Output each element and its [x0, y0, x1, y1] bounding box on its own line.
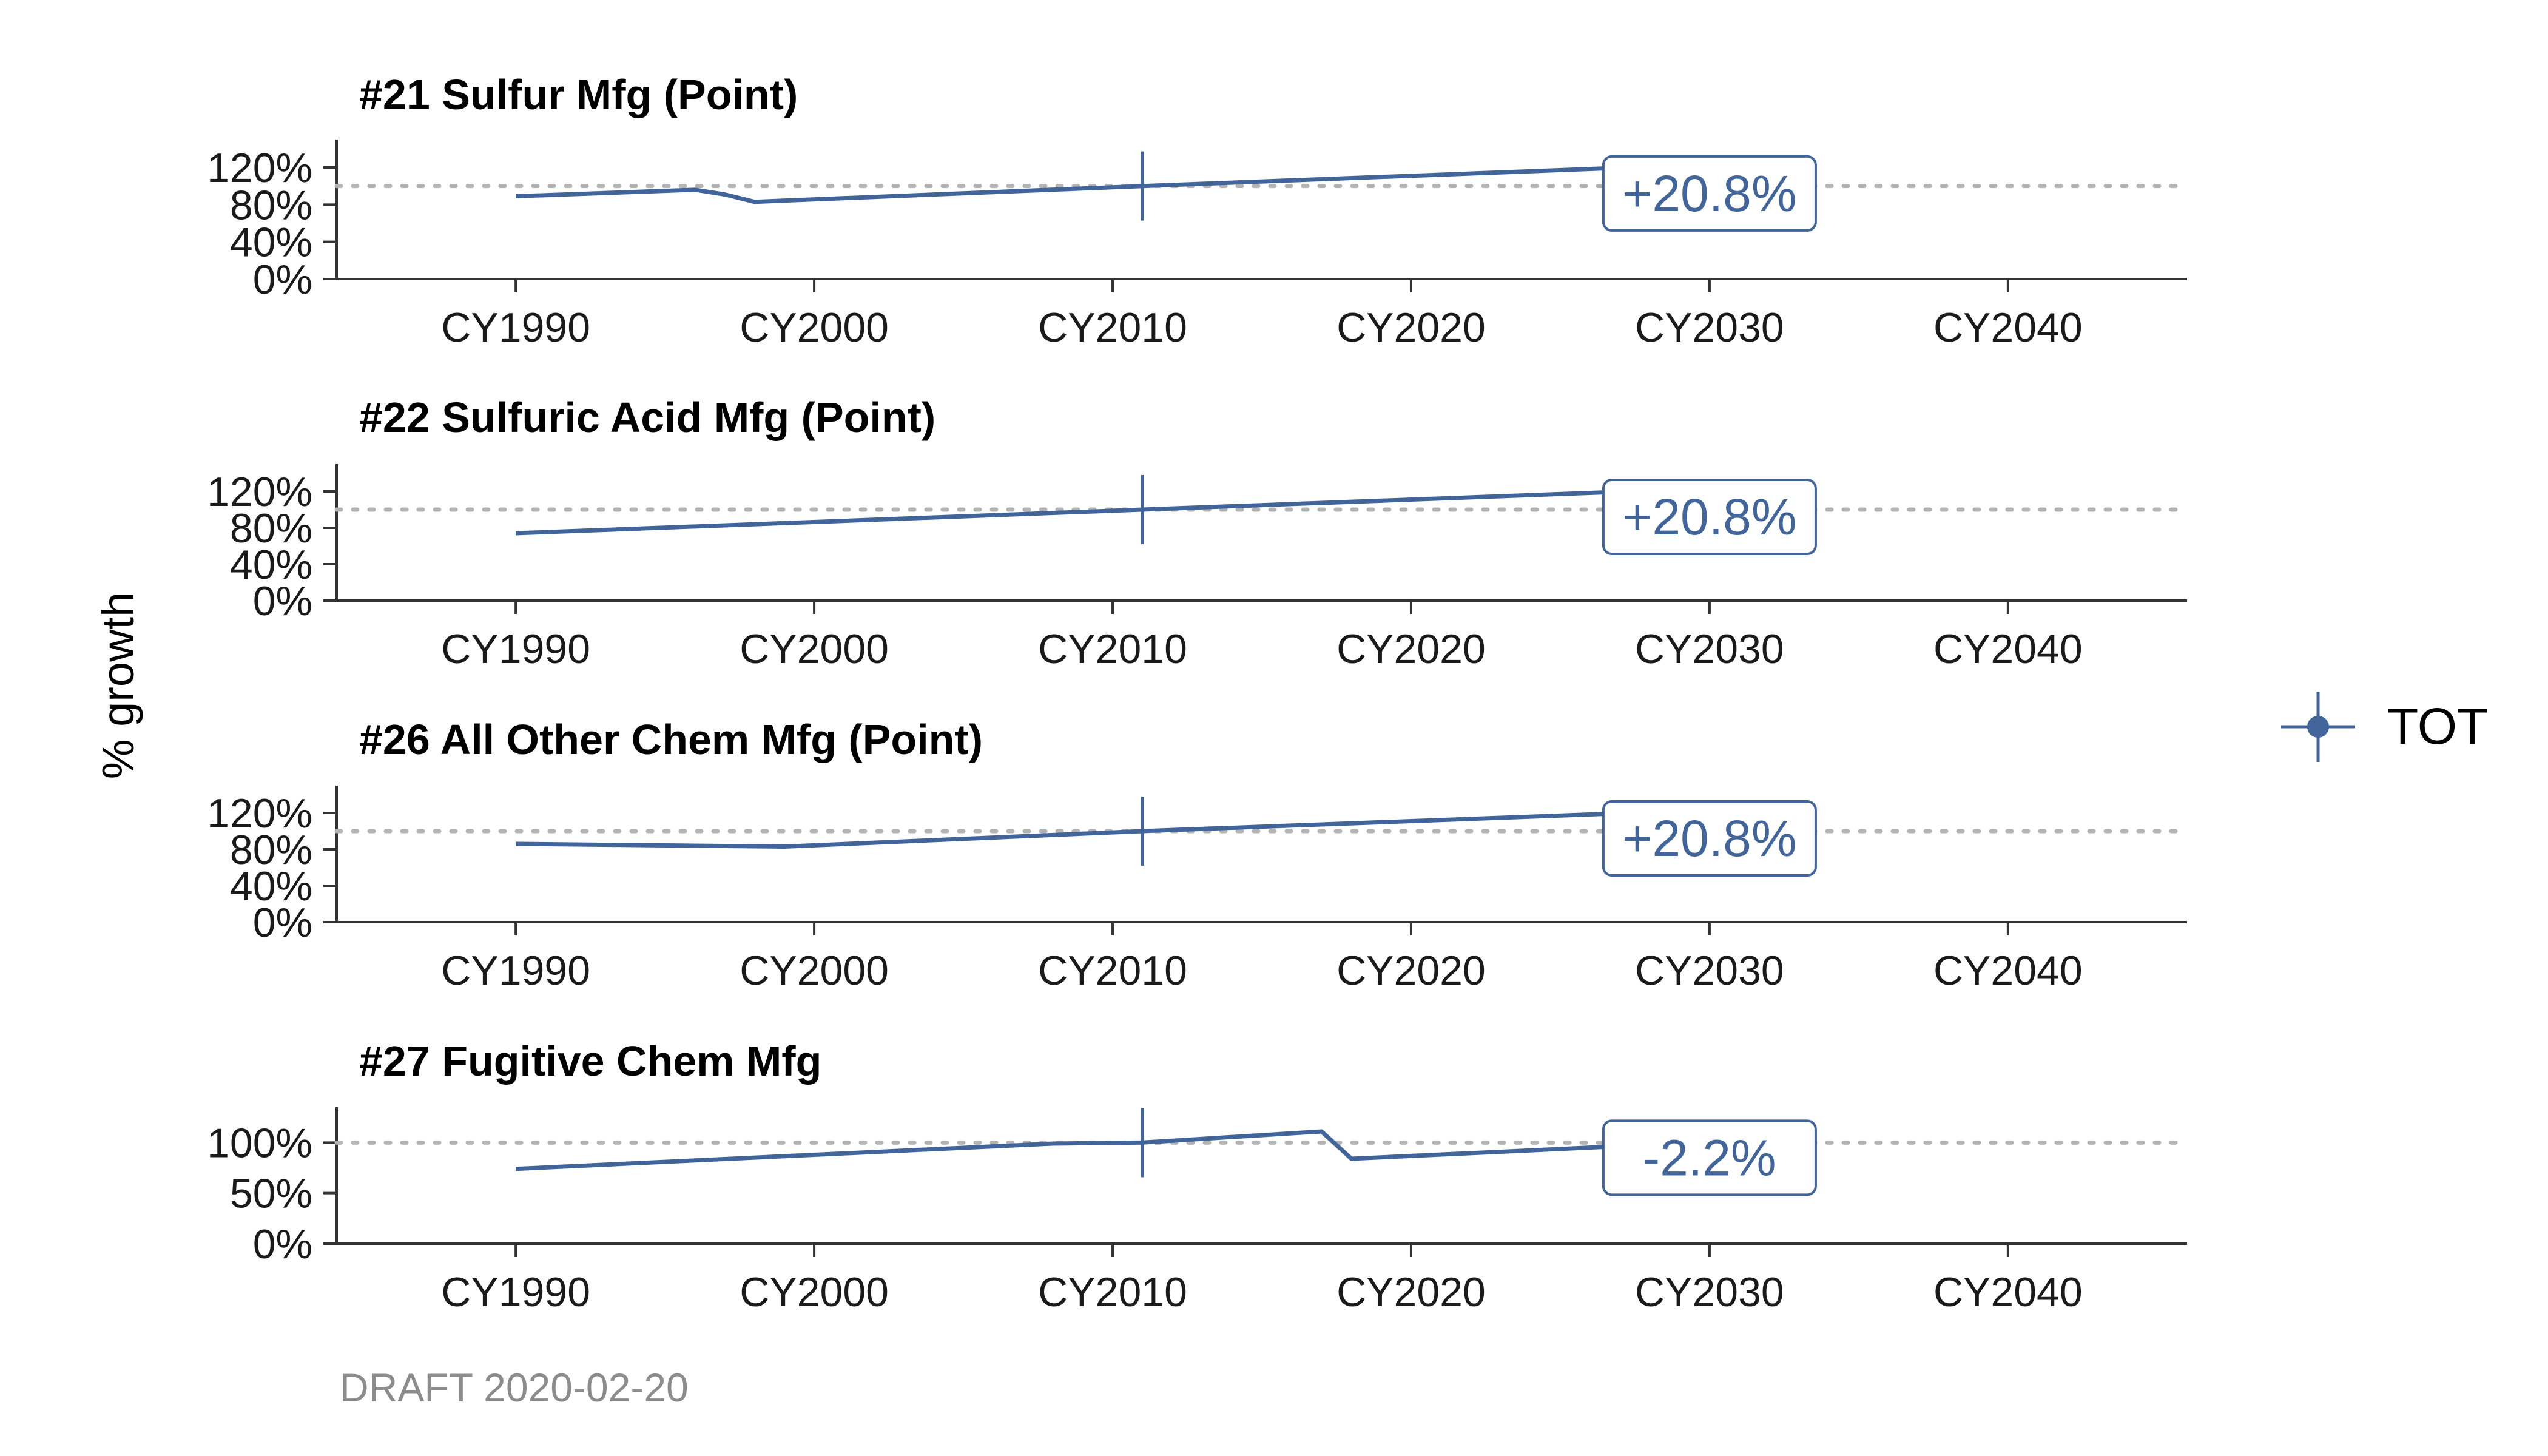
x-tick-label: CY1990 [441, 948, 590, 994]
x-tick-label: CY2030 [1635, 305, 1784, 351]
x-tick-label: CY2010 [1038, 1269, 1187, 1315]
x-tick-label: CY2020 [1336, 305, 1486, 351]
chart-panel: #27 Fugitive Chem Mfg 0%50% 100% CY1990 CY20… [207, 1037, 2189, 1315]
x-tick-label: CY2040 [1933, 626, 2083, 672]
y-tick-label: 40% [230, 542, 312, 588]
x-tick-label: CY1990 [441, 305, 590, 351]
chart-panel: #21 Sulfur Mfg (Point) 0%40%80%120% CY1990… [207, 71, 2189, 351]
panel-title: #27 Fugitive Chem Mfg [359, 1037, 821, 1085]
growth-label-box [1602, 800, 1817, 877]
x-tick-label: CY2040 [1933, 948, 2083, 994]
x-tick-label: CY2000 [740, 626, 889, 672]
x-tick-label: CY2020 [1336, 626, 1486, 672]
y-tick-label: 40% [230, 863, 312, 909]
y-tick-label: 80% [230, 827, 312, 873]
y-tick-label: 80% [230, 505, 312, 551]
y-tick-label: 120% [207, 469, 312, 515]
y-tick-label: 0% [253, 900, 312, 946]
series-line-tot [516, 810, 1650, 849]
y-tick-label: 50% [230, 1171, 312, 1217]
legend-point-icon [2307, 716, 2329, 738]
x-tick-label: CY2010 [1038, 305, 1187, 351]
chart-panels: #21 Sulfur Mfg (Point)0%40%80%120%CY1990… [207, 71, 2189, 1315]
draft-caption: DRAFT 2020-02-20 [340, 1365, 689, 1410]
x-tick-label: CY2030 [1635, 1269, 1784, 1315]
y-axis-label: % growth [93, 592, 143, 779]
x-tick-label: CY2020 [1336, 948, 1486, 994]
series-line-tot [516, 1129, 1650, 1171]
chart-panel: #26 All Other Chem Mfg (Point) 0%40%80%12… [207, 716, 2189, 994]
panel-title: #22 Sulfuric Acid Mfg (Point) [359, 394, 935, 441]
growth-label-text: +20.8% [1622, 488, 1796, 545]
legend-label: TOT [2387, 698, 2488, 755]
x-tick-label: CY2040 [1933, 1269, 2083, 1315]
x-tick-label: CY2040 [1933, 305, 2083, 351]
x-tick-label: CY2000 [740, 305, 889, 351]
growth-label-text: -2.2% [1643, 1129, 1776, 1186]
x-tick-label: CY2020 [1336, 1269, 1486, 1315]
y-tick-label: 80% [230, 182, 312, 228]
panel-title: #21 Sulfur Mfg (Point) [359, 71, 798, 118]
growth-label-text: +20.8% [1622, 810, 1796, 867]
x-tick-label: CY2030 [1635, 626, 1784, 672]
growth-label-box [1602, 479, 1817, 555]
legend: TOT [2281, 692, 2488, 762]
y-tick-label: 120% [207, 790, 312, 837]
x-tick-label: CY2000 [740, 1269, 889, 1315]
series-line-tot [516, 164, 1650, 204]
y-tick-label: 0% [253, 578, 312, 624]
y-tick-label: 0% [253, 1221, 312, 1267]
x-tick-label: CY1990 [441, 626, 590, 672]
growth-label-box [1602, 155, 1817, 232]
x-tick-label: CY2000 [740, 948, 889, 994]
y-tick-label: 100% [207, 1120, 312, 1166]
panel-title: #26 All Other Chem Mfg (Point) [359, 716, 983, 763]
series-line-tot [516, 488, 1650, 536]
x-tick-label: CY2010 [1038, 948, 1187, 994]
y-tick-label: 120% [207, 145, 312, 191]
chart-panel: #22 Sulfuric Acid Mfg (Point) 0%40%80%120… [207, 394, 2189, 672]
growth-label-box [1602, 1119, 1817, 1196]
x-tick-label: CY2010 [1038, 626, 1187, 672]
x-tick-label: CY2030 [1635, 948, 1784, 994]
y-tick-label: 0% [253, 257, 312, 303]
growth-label-text: +20.8% [1622, 165, 1796, 222]
y-tick-label: 40% [230, 220, 312, 266]
x-tick-label: CY1990 [441, 1269, 590, 1315]
